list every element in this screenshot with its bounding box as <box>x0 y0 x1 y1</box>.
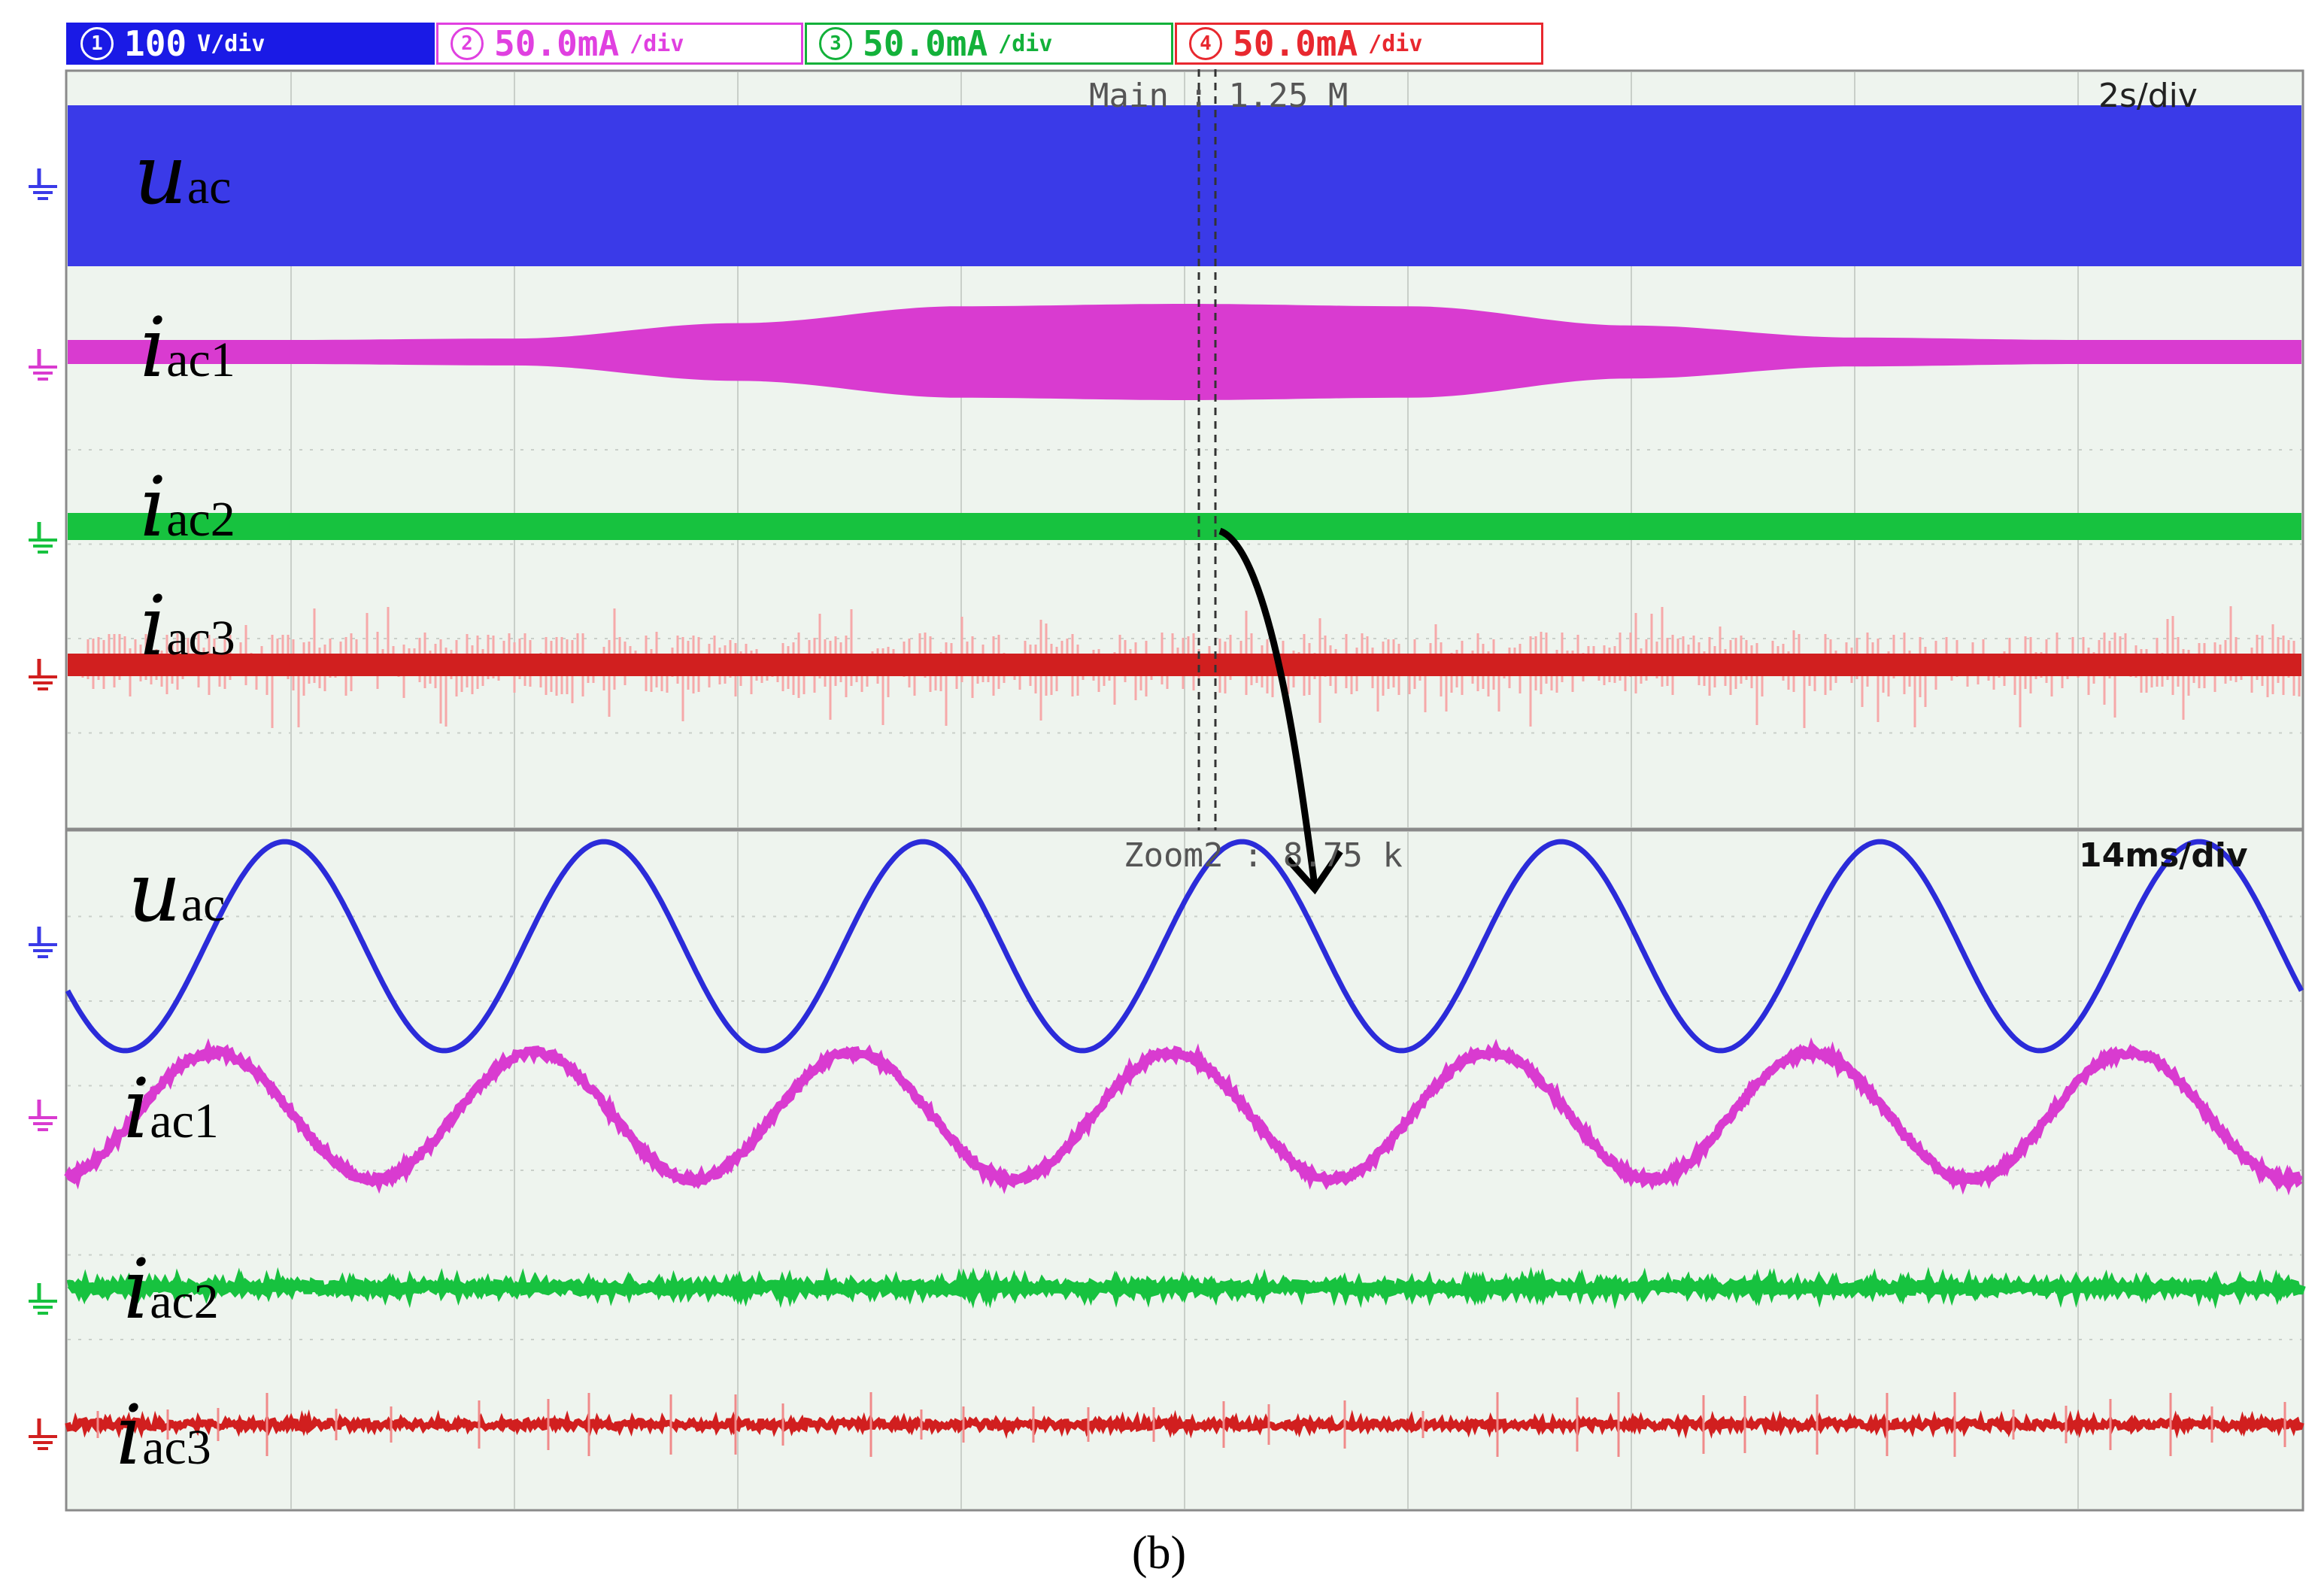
main-iac2-band <box>68 513 2301 540</box>
zoom-iac2-wave <box>66 1267 2306 1309</box>
svg-text:uac: uac <box>134 126 231 223</box>
channel-3-box: 3 50.0mA /div <box>805 23 1173 65</box>
label-iac2-main: iac2 <box>140 459 235 555</box>
zoom-info-text: Zoom2 : 8.75 k <box>1124 836 1403 875</box>
channel-3-unit: /div <box>998 30 1053 57</box>
label-iac2-zoom: iac2 <box>123 1241 219 1337</box>
label-iac1-main: iac1 <box>140 299 235 396</box>
label-iac1-zoom: iac1 <box>123 1060 219 1157</box>
label-iac3-main: iac3 <box>140 578 235 674</box>
main-info-text: Main : 1.25 M <box>1089 77 1348 115</box>
zoom-iac3-wave <box>65 1409 2304 1440</box>
iac2-ground-marker-main <box>29 522 57 554</box>
zoom-iac3-spike-lines <box>96 1392 2286 1457</box>
channel-2-number: 2 <box>451 27 484 60</box>
channel-4-box: 4 50.0mA /div <box>1175 23 1543 65</box>
channel-4-number: 4 <box>1189 27 1222 60</box>
channel-1-box: 1 100 V/div <box>66 23 435 65</box>
main-timebase: 2s/div <box>2098 77 2198 115</box>
svg-text:uac: uac <box>128 844 225 940</box>
channel-4-unit: /div <box>1368 30 1423 57</box>
svg-text:iac2: iac2 <box>123 1241 219 1337</box>
iac1-ground-marker-zoom <box>29 1100 57 1131</box>
channel-3-value: 50.0mA <box>863 23 988 64</box>
label-uac-zoom: uac <box>128 844 225 940</box>
ground-markers <box>29 168 57 1450</box>
channel-1-value: 100 <box>124 23 187 64</box>
zoom-iac1-wave <box>64 1037 2303 1196</box>
zoom-arrow-head <box>1285 849 1343 895</box>
uac-ground-marker-main <box>29 168 57 200</box>
zoom-grid <box>68 832 2301 1509</box>
svg-text:iac2: iac2 <box>140 459 235 555</box>
svg-text:iac1: iac1 <box>123 1060 219 1157</box>
figure-caption: (b) <box>1131 1528 1187 1579</box>
iac2-ground-marker-zoom <box>29 1283 57 1315</box>
main-uac-band <box>68 105 2301 266</box>
main-panel-border <box>65 69 2304 830</box>
main-iac1-envelope <box>68 304 2301 400</box>
channel-header: 1 100 V/div 2 50.0mA /div 3 50.0mA /div … <box>0 0 2318 69</box>
label-uac-main: uac <box>134 126 231 223</box>
main-iac3-band <box>68 654 2301 676</box>
iac3-ground-marker-zoom <box>29 1418 57 1450</box>
channel-1-number: 1 <box>80 27 114 60</box>
zoom-panel-border <box>65 829 2304 1512</box>
svg-text:iac1: iac1 <box>140 299 235 396</box>
zoom-iac3-spikes <box>96 1392 2286 1457</box>
channel-2-unit: /div <box>630 30 684 57</box>
channel-2-value: 50.0mA <box>494 23 620 64</box>
zoom-arrow <box>1218 527 1318 887</box>
channel-4-value: 50.0mA <box>1233 23 1358 64</box>
iac3-ground-marker-main <box>29 659 57 690</box>
uac-ground-marker-zoom <box>29 927 57 958</box>
label-iac3-zoom: iac3 <box>116 1387 211 1483</box>
zoom-timebase: 14ms/div <box>2079 836 2248 875</box>
channel-3-number: 3 <box>819 27 852 60</box>
zoom-uac-wave <box>65 839 2304 1054</box>
svg-text:iac3: iac3 <box>140 578 235 674</box>
iac1-ground-marker-main <box>29 349 57 381</box>
channel-1-unit: V/div <box>197 30 265 57</box>
svg-text:iac3: iac3 <box>116 1387 211 1483</box>
channel-2-box: 2 50.0mA /div <box>436 23 803 65</box>
